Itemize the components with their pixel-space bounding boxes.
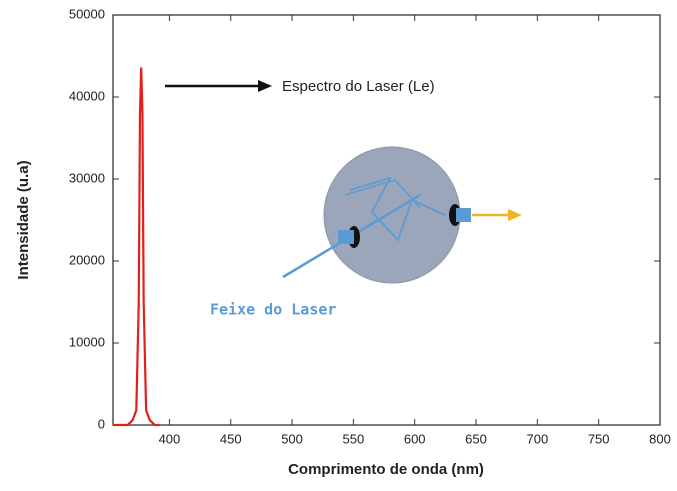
annotation: Espectro do Laser (Le) [282, 78, 435, 95]
sphere-diagram [282, 146, 522, 284]
y-axis-label: Intensidade (u.a) [15, 160, 32, 279]
x-tick-label: 600 [404, 431, 426, 446]
y-tick-label: 20000 [69, 252, 105, 267]
annotation: Feixe do Laser [210, 301, 336, 319]
x-tick-label: 400 [159, 431, 181, 446]
x-tick-label: 750 [588, 431, 610, 446]
y-tick-label: 30000 [69, 170, 105, 185]
annotation-arrowhead [258, 80, 272, 92]
data-line [113, 67, 160, 427]
y-tick-label: 0 [98, 416, 105, 431]
y-tick-label: 40000 [69, 88, 105, 103]
x-tick-label: 800 [649, 431, 671, 446]
x-tick-label: 450 [220, 431, 242, 446]
x-axis-label: Comprimento de onda (nm) [288, 461, 484, 478]
plot-frame [112, 14, 661, 426]
x-tick-label: 650 [465, 431, 487, 446]
x-tick-label: 500 [281, 431, 303, 446]
y-tick-label: 50000 [69, 6, 105, 21]
y-tick-label: 10000 [69, 334, 105, 349]
x-tick-label: 550 [343, 431, 365, 446]
x-tick-label: 700 [527, 431, 549, 446]
